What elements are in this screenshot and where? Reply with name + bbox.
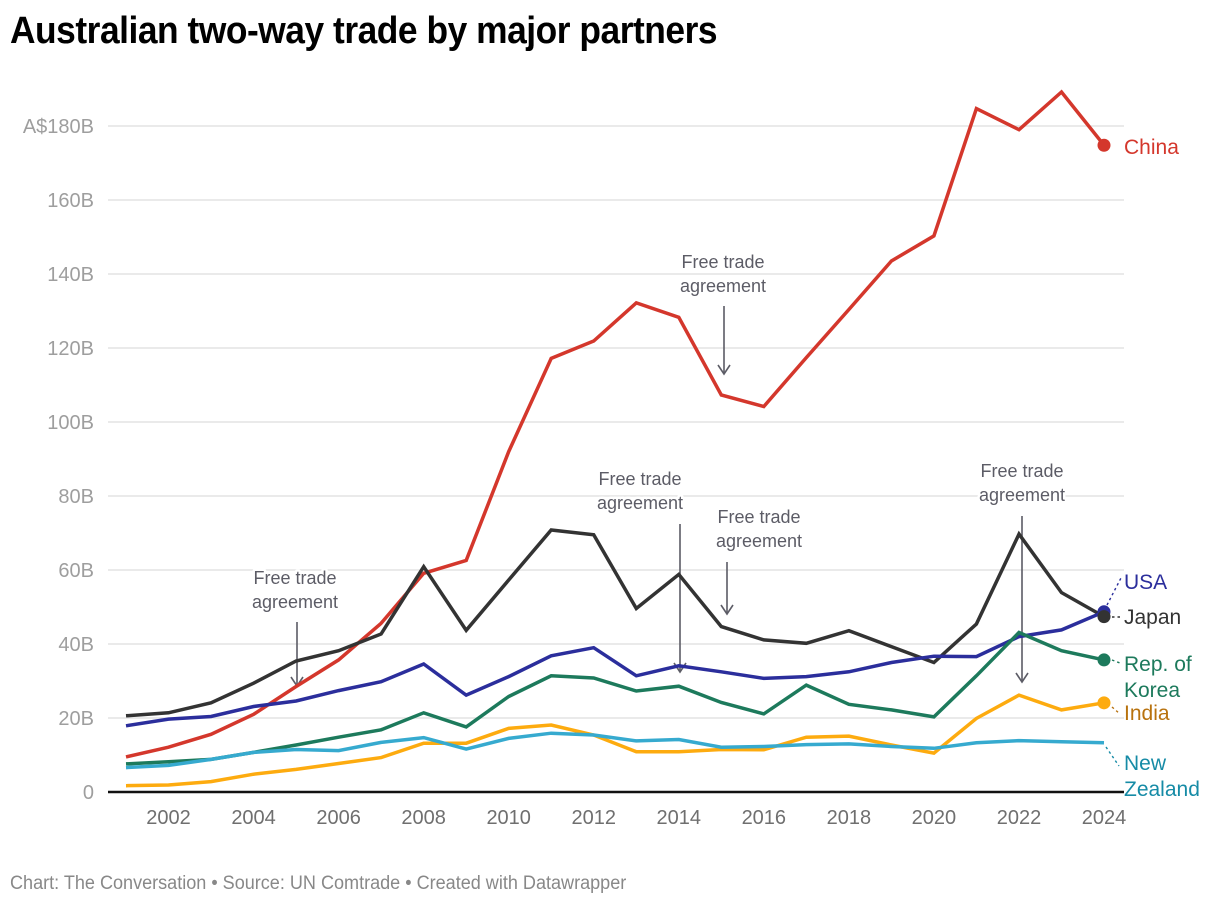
annotation-text: Free trade xyxy=(598,469,681,489)
series-line-india xyxy=(125,693,1105,788)
series-label-new-zealand: New xyxy=(1124,752,1167,775)
y-tick-label: 60B xyxy=(58,560,94,582)
series-label-japan: Japan xyxy=(1124,606,1181,629)
annotation-text: agreement xyxy=(680,276,766,296)
annotation-text-halo: agreement xyxy=(716,531,802,551)
annotation-text-halo: agreement xyxy=(680,276,766,296)
chart-footer: Chart: The Conversation • Source: UN Com… xyxy=(10,873,627,894)
end-point-rep-of-korea xyxy=(1097,653,1111,667)
y-tick-label: 120B xyxy=(47,338,94,360)
x-tick-label: 2014 xyxy=(657,807,702,829)
x-tick-label: 2020 xyxy=(912,807,957,829)
annotation-text: agreement xyxy=(979,485,1065,505)
annotation-text: agreement xyxy=(597,493,683,513)
annotation-text: agreement xyxy=(252,592,338,612)
arrow-down-icon xyxy=(1015,672,1029,684)
series-label-rep-of-korea: Rep. of xyxy=(1124,653,1192,676)
end-point-india xyxy=(1097,696,1111,710)
y-tick-label: 20B xyxy=(58,708,94,730)
annotation-text-halo: agreement xyxy=(979,485,1065,505)
x-tick-label: 2006 xyxy=(316,807,361,829)
x-tick-label: 2002 xyxy=(146,807,191,829)
annotation-text-halo: Free trade xyxy=(717,507,800,527)
series-label-rep-of-korea: Korea xyxy=(1124,679,1180,702)
end-point-china xyxy=(1097,138,1111,152)
y-tick-label: 40B xyxy=(58,634,94,656)
y-tick-label: 0 xyxy=(83,782,94,804)
y-tick-label: 140B xyxy=(47,264,94,286)
series-line-usa xyxy=(125,610,1105,728)
label-connector xyxy=(1111,659,1121,664)
series-label-usa: USA xyxy=(1124,571,1167,594)
x-tick-label: 2010 xyxy=(486,807,531,829)
label-connector xyxy=(1106,577,1122,606)
series-lines xyxy=(125,89,1106,788)
annotation-text-halo: Free trade xyxy=(598,469,681,489)
annotation-text-halo: agreement xyxy=(597,493,683,513)
annotation-text-halo: agreement xyxy=(252,592,338,612)
annotations: Free trade Free trade agreement agreement Fr… xyxy=(249,250,1068,688)
annotation-text: Free trade xyxy=(980,461,1063,481)
series-line-japan xyxy=(125,528,1105,718)
y-tick-label: 80B xyxy=(58,486,94,508)
end-point-japan xyxy=(1097,610,1111,624)
annotation-text: agreement xyxy=(716,531,802,551)
series-label-china: China xyxy=(1124,136,1179,159)
x-tick-label: 2004 xyxy=(231,807,276,829)
gridlines xyxy=(108,125,1124,794)
y-tick-label: A$180B xyxy=(23,116,94,138)
x-tick-label: 2022 xyxy=(997,807,1042,829)
x-tick-label: 2018 xyxy=(827,807,872,829)
x-tick-label: 2016 xyxy=(742,807,787,829)
y-tick-label: 160B xyxy=(47,190,94,212)
label-connector xyxy=(1111,706,1121,715)
annotation-text-halo: Free trade xyxy=(253,568,336,588)
y-tick-label: 100B xyxy=(47,412,94,434)
y-axis-ticks: 0 20B 40B 60B 80B 100B 120B 140B 160B A$180B xyxy=(23,116,94,804)
series-line-china xyxy=(125,89,1106,759)
annotation-text: Free trade xyxy=(681,252,764,272)
arrow-down-icon xyxy=(717,364,731,376)
series-line-rep-of-korea xyxy=(125,630,1105,766)
annotation-text: Free trade xyxy=(717,507,800,527)
annotation-text-halo: Free trade xyxy=(681,252,764,272)
annotation-text: Free trade xyxy=(253,568,336,588)
arrow-down-icon xyxy=(720,604,734,616)
series-label-india: India xyxy=(1124,702,1170,725)
series-line-new-zealand xyxy=(125,731,1105,770)
x-tick-label: 2008 xyxy=(401,807,446,829)
x-tick-label: 2024 xyxy=(1082,807,1127,829)
series-label-new-zealand: Zealand xyxy=(1124,778,1200,801)
annotation-text-halo: Free trade xyxy=(980,461,1063,481)
x-axis-ticks: 2002 2004 2006 2008 2010 2012 2014 2016 2018 2020… xyxy=(146,807,1126,829)
chart-title: Australian two-way trade by major partne… xyxy=(10,10,718,52)
label-connector xyxy=(1105,746,1120,767)
x-tick-label: 2012 xyxy=(571,807,616,829)
